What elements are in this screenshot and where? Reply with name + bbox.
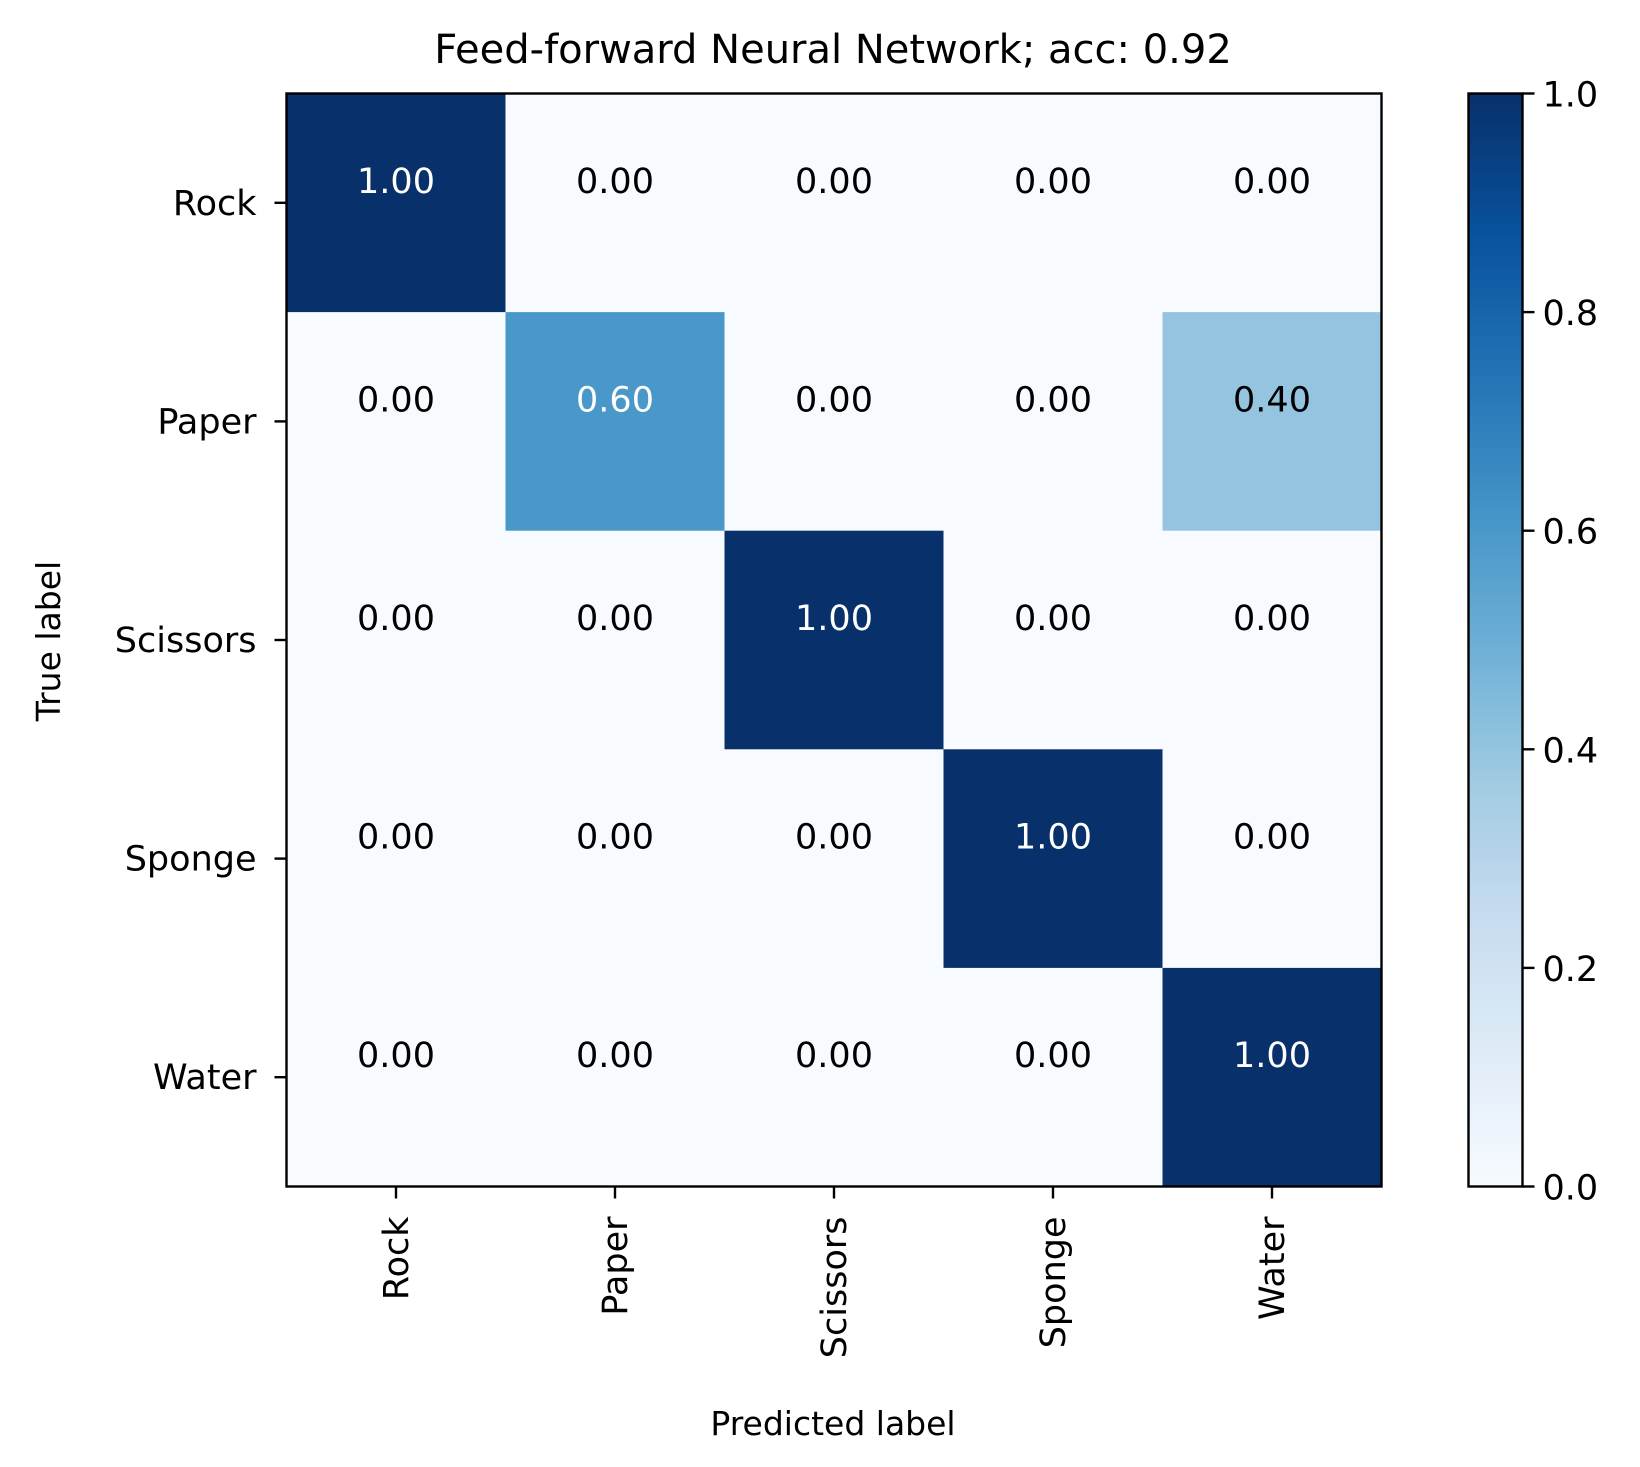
x-axis-label: Predicted label — [710, 1404, 955, 1443]
cell-value-label: 0.00 — [357, 599, 435, 639]
heatmap-cell — [286, 93, 507, 313]
heatmap-cell — [943, 530, 1164, 750]
y-axis: Rock Paper Scissors Sponge Water — [115, 184, 287, 1098]
heatmap-cell — [1162, 967, 1383, 1188]
cell-value-label: 0.00 — [795, 818, 873, 858]
cell-value-label: 0.00 — [795, 380, 873, 420]
colorbar-tick-label: 0.0 — [1543, 1169, 1599, 1209]
cell-value-label: 0.00 — [576, 162, 654, 202]
x-tick-label: Rock — [377, 1216, 417, 1300]
heatmap-cell — [943, 93, 1164, 313]
heatmap-cell — [1162, 530, 1383, 750]
heatmap-cell — [943, 312, 1164, 532]
cell-value-label: 0.00 — [795, 162, 873, 202]
cell-value-label: 0.00 — [1014, 380, 1092, 420]
cell-value-label: 0.40 — [1233, 380, 1311, 420]
heatmap-cell — [286, 530, 507, 750]
colorbar-tick-label: 0.4 — [1543, 731, 1599, 771]
heatmap-cell — [505, 749, 726, 969]
heatmap-cell — [724, 530, 945, 750]
heatmap-cell — [724, 967, 945, 1188]
heatmap-cell — [943, 967, 1164, 1188]
heatmap-cell — [724, 312, 945, 532]
heatmap-cell — [724, 93, 945, 313]
heatmap-cell — [286, 967, 507, 1188]
cell-value-label: 0.00 — [1233, 599, 1311, 639]
x-tick-label: Sponge — [1034, 1217, 1074, 1349]
heatmap-cell — [505, 967, 726, 1188]
cell-value-label: 1.00 — [795, 599, 873, 639]
cell-value-label: 0.00 — [357, 1036, 435, 1076]
colorbar-tick-label: 0.2 — [1543, 950, 1599, 990]
heatmap-cell — [286, 312, 507, 532]
cell-value-label: 0.00 — [1233, 818, 1311, 858]
heatmap-cell — [1162, 312, 1383, 532]
cell-value-label: 0.00 — [576, 599, 654, 639]
cell-value-label: 1.00 — [1233, 1036, 1311, 1076]
cell-value-label: 0.00 — [1233, 162, 1311, 202]
y-tick-label: Scissors — [115, 621, 257, 661]
heatmap-cells — [286, 93, 1383, 1188]
x-tick-label: Scissors — [815, 1217, 855, 1359]
cell-value-label: 1.00 — [1014, 818, 1092, 858]
cell-value-label: 0.00 — [357, 818, 435, 858]
y-tick-label: Rock — [173, 184, 257, 224]
y-tick-label: Paper — [157, 402, 257, 442]
x-tick-label: Paper — [596, 1216, 636, 1316]
x-tick-label: Water — [1253, 1216, 1293, 1320]
cell-value-label: 0.00 — [1014, 1036, 1092, 1076]
x-axis: Rock Paper Scissors Sponge Water — [377, 1186, 1293, 1359]
colorbar-tick-label: 0.8 — [1543, 294, 1599, 334]
colorbar — [1467, 92, 1524, 1188]
cell-value-label: 0.00 — [795, 1036, 873, 1076]
y-tick-label: Sponge — [125, 840, 257, 880]
colorbar-tick-label: 1.0 — [1543, 76, 1599, 116]
cell-value-label: 0.00 — [357, 380, 435, 420]
cell-value-label: 0.00 — [576, 818, 654, 858]
heatmap-cell-labels: 1.00 0.00 0.00 0.00 0.00 0.00 0.60 0.00 0.00 0.40… — [357, 162, 1311, 1076]
heatmap-cell — [1162, 93, 1383, 313]
heatmap-cell — [505, 312, 726, 532]
heatmap-cell — [943, 749, 1164, 969]
y-axis-label: True label — [29, 561, 68, 722]
heatmap-cell — [1162, 749, 1383, 969]
cell-value-label: 0.00 — [1014, 162, 1092, 202]
y-tick-label: Water — [153, 1058, 257, 1098]
cell-value-label: 0.00 — [1014, 599, 1092, 639]
cell-value-label: 0.60 — [576, 380, 654, 420]
heatmap-cell — [286, 749, 507, 969]
cell-value-label: 0.00 — [576, 1036, 654, 1076]
chart-title: Feed-forward Neural Network; acc: 0.92 — [434, 27, 1232, 73]
cell-value-label: 1.00 — [357, 162, 435, 202]
heatmap-cell — [505, 93, 726, 313]
heatmap-cell — [505, 530, 726, 750]
heatmap-cell — [724, 749, 945, 969]
colorbar-axis: 0.0 0.2 0.4 0.6 0.8 1.0 — [1522, 76, 1599, 1209]
colorbar-tick-label: 0.6 — [1543, 513, 1599, 553]
